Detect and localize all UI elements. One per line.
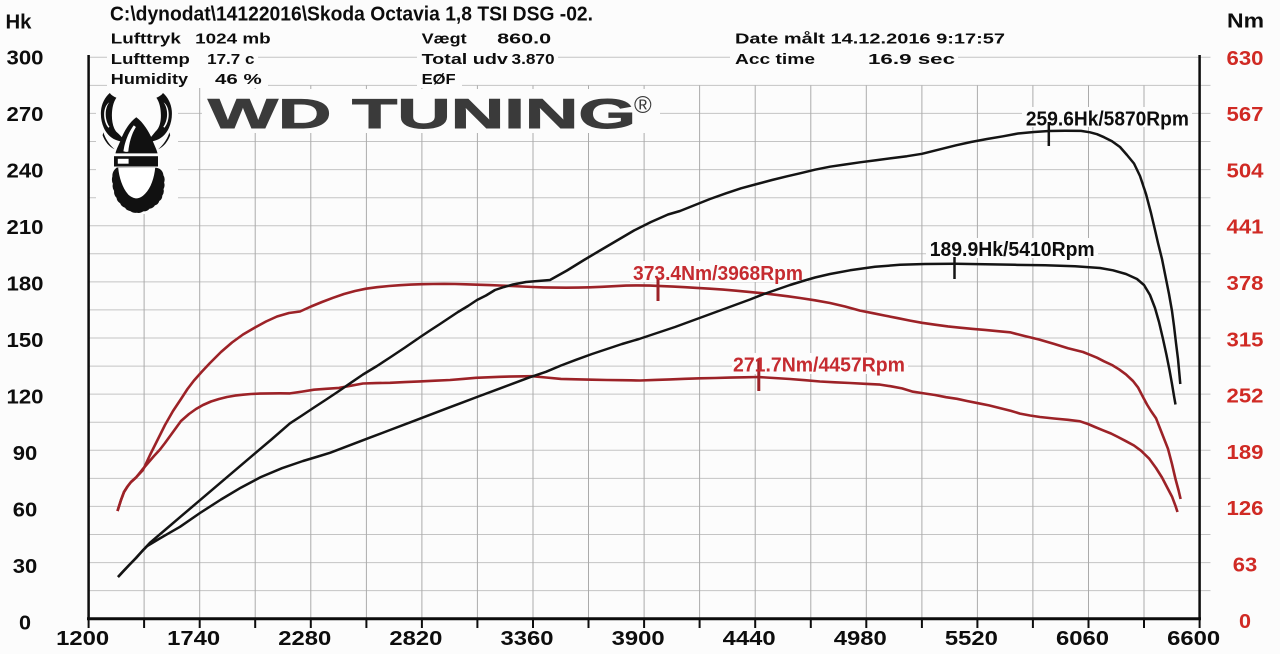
svg-text:373.4Nm/3968Rpm: 373.4Nm/3968Rpm — [633, 263, 803, 285]
svg-text:63: 63 — [1233, 554, 1258, 577]
svg-text:5520: 5520 — [945, 627, 998, 650]
svg-text:270: 270 — [7, 103, 44, 126]
svg-text:1740: 1740 — [167, 627, 220, 650]
svg-text:441: 441 — [1227, 216, 1264, 239]
svg-text:126: 126 — [1227, 497, 1264, 520]
svg-text:C:\dynodat\14122016\Skoda Octa: C:\dynodat\14122016\Skoda Octavia 1,8 TS… — [110, 4, 593, 26]
svg-text:2280: 2280 — [278, 627, 331, 650]
svg-text:17.7 c: 17.7 c — [207, 51, 254, 68]
svg-text:252: 252 — [1227, 385, 1264, 408]
svg-text:860.0: 860.0 — [497, 31, 551, 48]
svg-text:567: 567 — [1227, 103, 1264, 126]
svg-text:Nm: Nm — [1227, 11, 1264, 33]
svg-text:504: 504 — [1227, 159, 1265, 182]
svg-text:Date målt 14.12.2016 9:17:57: Date målt 14.12.2016 9:17:57 — [735, 31, 1005, 48]
svg-text:271.7Nm/4457Rpm: 271.7Nm/4457Rpm — [733, 354, 905, 376]
svg-text:EØF: EØF — [422, 71, 456, 88]
svg-text:240: 240 — [7, 160, 44, 183]
svg-text:6060: 6060 — [1056, 627, 1109, 650]
svg-text:150: 150 — [7, 329, 44, 352]
svg-text:120: 120 — [7, 386, 44, 409]
svg-text:300: 300 — [7, 47, 44, 70]
svg-text:Total udv: Total udv — [422, 51, 509, 68]
svg-text:WD TUNING: WD TUNING — [208, 90, 636, 137]
svg-text:90: 90 — [13, 442, 38, 465]
svg-text:Lufttryk: Lufttryk — [111, 31, 182, 48]
svg-text:189: 189 — [1227, 441, 1264, 464]
svg-text:189.9Hk/5410Rpm: 189.9Hk/5410Rpm — [930, 239, 1095, 261]
svg-text:180: 180 — [7, 273, 44, 296]
svg-text:Humidity: Humidity — [111, 71, 189, 88]
svg-text:378: 378 — [1227, 272, 1264, 295]
svg-text:Hk: Hk — [6, 12, 33, 34]
svg-text:3360: 3360 — [501, 627, 554, 650]
svg-text:60: 60 — [13, 499, 38, 522]
svg-text:Acc time: Acc time — [735, 51, 815, 68]
svg-text:4980: 4980 — [834, 627, 887, 650]
svg-text:30: 30 — [13, 555, 38, 578]
svg-text:315: 315 — [1227, 328, 1264, 351]
svg-text:0: 0 — [19, 612, 31, 635]
svg-text:Vægt: Vægt — [422, 31, 467, 48]
svg-text:16.9 sec: 16.9 sec — [868, 51, 955, 68]
svg-text:1024 mb: 1024 mb — [195, 31, 271, 48]
svg-text:1200: 1200 — [56, 627, 109, 650]
svg-text:210: 210 — [7, 216, 44, 239]
svg-text:Lufttemp: Lufttemp — [111, 51, 190, 68]
svg-text:4440: 4440 — [723, 627, 776, 650]
svg-text:46 %: 46 % — [215, 71, 262, 88]
svg-text:2820: 2820 — [389, 627, 442, 650]
svg-text:0: 0 — [1239, 610, 1251, 633]
svg-text:3900: 3900 — [612, 627, 665, 650]
svg-text:630: 630 — [1227, 47, 1264, 70]
svg-text:259.6Hk/5870Rpm: 259.6Hk/5870Rpm — [1026, 109, 1189, 131]
svg-text:®: ® — [634, 92, 652, 119]
svg-text:3.870: 3.870 — [512, 51, 555, 68]
svg-text:6600: 6600 — [1167, 627, 1220, 650]
